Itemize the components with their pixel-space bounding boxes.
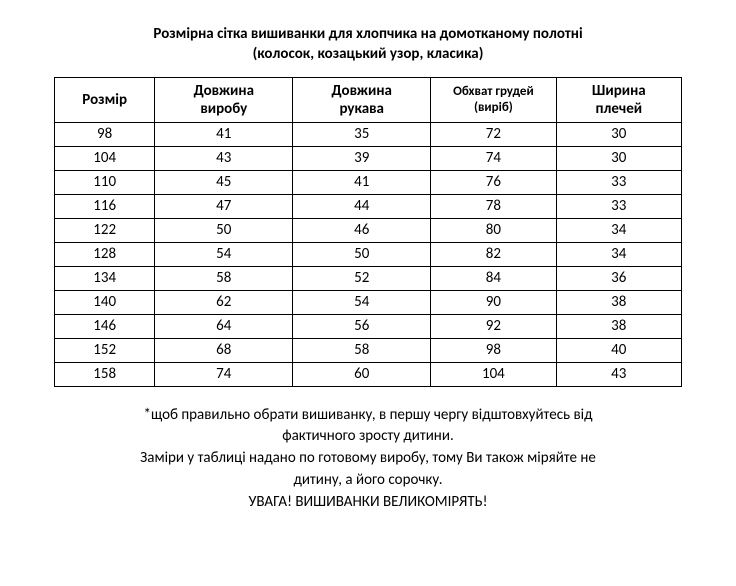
table-cell: 40	[556, 338, 681, 362]
table-cell: 68	[155, 338, 293, 362]
footnote-block: *щоб правильно обрати вишиванку, в першу…	[54, 405, 682, 514]
table-cell: 30	[556, 146, 681, 170]
table-column-header: Довжинарукава	[293, 77, 431, 122]
footnote-p1-l1: *щоб правильно обрати вишиванку, в першу…	[144, 406, 593, 424]
table-cell: 38	[556, 314, 681, 338]
table-cell: 78	[431, 194, 556, 218]
table-cell: 74	[431, 146, 556, 170]
table-cell: 90	[431, 290, 556, 314]
table-cell: 116	[55, 194, 155, 218]
table-row: 14062549038	[55, 290, 682, 314]
table-cell: 34	[556, 242, 681, 266]
table-cell: 122	[55, 218, 155, 242]
table-row: 14664569238	[55, 314, 682, 338]
table-cell: 76	[431, 170, 556, 194]
table-cell: 41	[155, 122, 293, 146]
table-cell: 60	[293, 362, 431, 386]
table-row: 158746010443	[55, 362, 682, 386]
table-cell: 158	[55, 362, 155, 386]
table-row: 15268589840	[55, 338, 682, 362]
table-cell: 82	[431, 242, 556, 266]
table-cell: 62	[155, 290, 293, 314]
table-cell: 39	[293, 146, 431, 170]
table-header-row: РозмірДовжинавиробуДовжинарукаваОбхват г…	[55, 77, 682, 122]
size-chart-table: РозмірДовжинавиробуДовжинарукаваОбхват г…	[54, 77, 682, 387]
table-cell: 140	[55, 290, 155, 314]
table-header: РозмірДовжинавиробуДовжинарукаваОбхват г…	[55, 77, 682, 122]
table-cell: 74	[155, 362, 293, 386]
footnote-p1-l2: фактичного зросту дитини.	[282, 427, 453, 445]
table-cell: 30	[556, 122, 681, 146]
table-row: 13458528436	[55, 266, 682, 290]
table-cell: 104	[55, 146, 155, 170]
table-cell: 36	[556, 266, 681, 290]
table-column-header: Обхват грудей(виріб)	[431, 77, 556, 122]
table-cell: 34	[556, 218, 681, 242]
table-cell: 52	[293, 266, 431, 290]
table-cell: 45	[155, 170, 293, 194]
table-cell: 134	[55, 266, 155, 290]
table-row: 10443397430	[55, 146, 682, 170]
table-cell: 56	[293, 314, 431, 338]
table-cell: 104	[431, 362, 556, 386]
table-cell: 98	[431, 338, 556, 362]
table-cell: 72	[431, 122, 556, 146]
table-cell: 128	[55, 242, 155, 266]
table-cell: 110	[55, 170, 155, 194]
table-cell: 46	[293, 218, 431, 242]
table-cell: 58	[155, 266, 293, 290]
table-cell: 33	[556, 170, 681, 194]
title-line-1: Розмірна сітка вишиванки для хлопчика на…	[153, 25, 582, 43]
table-cell: 43	[155, 146, 293, 170]
table-body: 9841357230104433974301104541763311647447…	[55, 122, 682, 386]
table-cell: 41	[293, 170, 431, 194]
table-column-header: Ширинаплечей	[556, 77, 681, 122]
title-line-2: (колосок, козацький узор, класика)	[253, 45, 484, 63]
table-cell: 35	[293, 122, 431, 146]
table-cell: 92	[431, 314, 556, 338]
table-cell: 58	[293, 338, 431, 362]
page-title: Розмірна сітка вишиванки для хлопчика на…	[54, 24, 682, 65]
table-cell: 43	[556, 362, 681, 386]
table-cell: 54	[155, 242, 293, 266]
table-row: 11045417633	[55, 170, 682, 194]
footnote-p2-l2: дитину, а його сорочку.	[293, 471, 442, 489]
table-cell: 98	[55, 122, 155, 146]
table-cell: 33	[556, 194, 681, 218]
footnote-p2-l1: Заміри у таблиці надано по готовому виро…	[140, 449, 596, 467]
table-cell: 44	[293, 194, 431, 218]
table-cell: 47	[155, 194, 293, 218]
table-cell: 54	[293, 290, 431, 314]
table-row: 12250468034	[55, 218, 682, 242]
table-column-header: Розмір	[55, 77, 155, 122]
table-row: 11647447833	[55, 194, 682, 218]
table-cell: 64	[155, 314, 293, 338]
table-cell: 84	[431, 266, 556, 290]
table-cell: 80	[431, 218, 556, 242]
table-row: 12854508234	[55, 242, 682, 266]
table-cell: 38	[556, 290, 681, 314]
table-cell: 146	[55, 314, 155, 338]
table-cell: 50	[155, 218, 293, 242]
table-column-header: Довжинавиробу	[155, 77, 293, 122]
table-cell: 50	[293, 242, 431, 266]
footnote-p3: УВАГА! ВИШИВАНКИ ВЕЛИКОМІРЯТЬ!	[248, 493, 487, 511]
table-cell: 152	[55, 338, 155, 362]
table-row: 9841357230	[55, 122, 682, 146]
